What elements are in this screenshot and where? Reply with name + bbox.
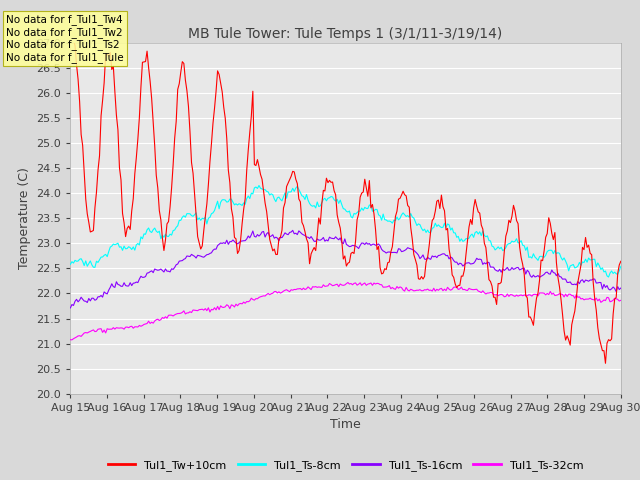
Title: MB Tule Tower: Tule Temps 1 (3/1/11-3/19/14): MB Tule Tower: Tule Temps 1 (3/1/11-3/19…	[188, 27, 503, 41]
Y-axis label: Temperature (C): Temperature (C)	[18, 168, 31, 269]
Text: No data for f_Tul1_Tw4
No data for f_Tul1_Tw2
No data for f_Tul1_Ts2
No data for: No data for f_Tul1_Tw4 No data for f_Tul…	[6, 14, 124, 63]
Legend: Tul1_Tw+10cm, Tul1_Ts-8cm, Tul1_Ts-16cm, Tul1_Ts-32cm: Tul1_Tw+10cm, Tul1_Ts-8cm, Tul1_Ts-16cm,…	[103, 456, 588, 476]
X-axis label: Time: Time	[330, 418, 361, 431]
